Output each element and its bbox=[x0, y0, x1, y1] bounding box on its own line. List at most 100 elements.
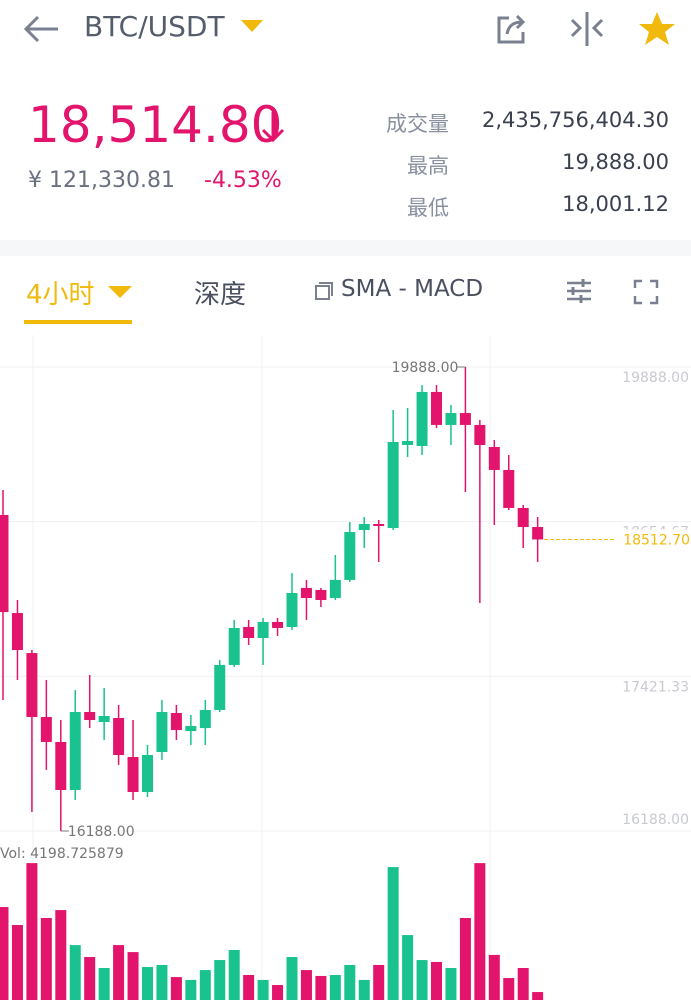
pair-dropdown[interactable] bbox=[241, 20, 263, 34]
candle-body bbox=[300, 587, 312, 598]
candle-body bbox=[214, 664, 226, 710]
share-button[interactable] bbox=[495, 12, 529, 46]
interval-dropdown[interactable] bbox=[108, 286, 132, 300]
volume-bar bbox=[272, 985, 284, 1000]
candle-body bbox=[142, 755, 153, 792]
settings-button[interactable] bbox=[565, 277, 593, 305]
candle-body bbox=[199, 709, 211, 729]
volume-bar bbox=[170, 977, 182, 1000]
candle-body bbox=[344, 532, 356, 580]
volume-bar bbox=[315, 975, 327, 1000]
volume-bar bbox=[445, 968, 457, 1000]
candle-body bbox=[431, 391, 442, 425]
stat-value: 2,435,756,404.30 bbox=[481, 108, 669, 132]
stat-row: 最高 19,888.00 bbox=[369, 150, 669, 192]
volume-bar bbox=[69, 945, 81, 1000]
candle-body bbox=[55, 741, 67, 790]
candle-body bbox=[69, 711, 81, 790]
depth-tab[interactable]: 深度 bbox=[194, 280, 247, 310]
candle-body bbox=[113, 718, 125, 756]
candle-body bbox=[474, 424, 486, 446]
fullscreen-button[interactable] bbox=[633, 279, 659, 305]
candle-body bbox=[503, 469, 515, 508]
candle-body bbox=[26, 653, 38, 718]
candle-body bbox=[228, 627, 240, 665]
last-price-bg bbox=[615, 529, 691, 550]
volume-bar bbox=[488, 954, 500, 1000]
volume-bar bbox=[55, 910, 67, 1000]
stat-row: 成交量 2,435,756,404.30 bbox=[369, 108, 669, 150]
pair-title[interactable]: BTC/USDT bbox=[84, 10, 225, 43]
stat-label: 最高 bbox=[407, 154, 449, 178]
volume-label: Vol: 4198.725879 bbox=[0, 846, 124, 862]
candle-body bbox=[272, 621, 284, 628]
y-tick-label: 19888.00 bbox=[622, 370, 689, 386]
volume-bar bbox=[142, 967, 153, 1000]
change-percent: -4.53% bbox=[204, 168, 282, 193]
candle-body bbox=[286, 592, 298, 627]
candle-body bbox=[98, 716, 110, 723]
compare-button[interactable] bbox=[568, 10, 606, 48]
candle-body bbox=[40, 717, 52, 742]
candle-body bbox=[488, 447, 500, 470]
volume-bar bbox=[243, 975, 255, 1000]
volume-bar bbox=[387, 867, 399, 1000]
last-price: 18,514.80 bbox=[28, 96, 283, 154]
interval-tab[interactable]: 4小时 bbox=[26, 280, 95, 310]
volume-bar bbox=[286, 957, 298, 1000]
volume-bar bbox=[416, 960, 428, 1000]
volume-bar bbox=[0, 907, 9, 1000]
volume-bar bbox=[373, 964, 385, 1000]
candle-body bbox=[156, 711, 168, 752]
candle-body bbox=[402, 440, 414, 446]
candle-body bbox=[416, 391, 428, 447]
stats: 成交量 2,435,756,404.30 最高 19,888.00 最低 18,001.1… bbox=[369, 108, 669, 234]
candle-body bbox=[257, 621, 269, 639]
volume-bar bbox=[228, 950, 240, 1000]
candle-body bbox=[315, 589, 327, 601]
volume-bar bbox=[532, 992, 544, 1000]
volume-bar bbox=[156, 964, 168, 1000]
candle-body bbox=[387, 441, 399, 529]
volume-bar bbox=[214, 960, 226, 1000]
volume-bar bbox=[329, 975, 341, 1000]
volume-bar bbox=[517, 968, 529, 1000]
volume-bar bbox=[402, 935, 414, 1000]
volume-bar bbox=[358, 979, 370, 1000]
volume-bar bbox=[503, 978, 515, 1000]
candle-body bbox=[373, 524, 385, 527]
cny-price: ¥ 121,330.81 bbox=[28, 168, 175, 193]
volume-bar bbox=[84, 957, 96, 1000]
back-button[interactable] bbox=[20, 12, 64, 46]
candle-body bbox=[358, 524, 370, 531]
candle-body bbox=[11, 613, 23, 651]
candle-body bbox=[170, 712, 182, 731]
candle-body bbox=[329, 579, 341, 598]
favorite-button[interactable] bbox=[638, 10, 676, 48]
high-marker-label: 19888.00 bbox=[392, 360, 459, 376]
volume-bar bbox=[98, 968, 110, 1000]
y-tick-label: 16188.00 bbox=[622, 812, 689, 828]
candle-body bbox=[185, 726, 197, 732]
volume-bar bbox=[300, 970, 312, 1000]
candle-body bbox=[532, 527, 544, 540]
divider bbox=[0, 240, 691, 256]
y-tick-label: 17421.33 bbox=[622, 679, 689, 695]
volume-bar bbox=[26, 863, 38, 1000]
volume-bar bbox=[185, 979, 197, 1000]
candle-body bbox=[459, 413, 471, 425]
candle-body bbox=[0, 514, 9, 613]
volume-bar bbox=[11, 925, 23, 1000]
indicator-icon bbox=[315, 282, 333, 300]
volume-bar bbox=[459, 918, 471, 1000]
stat-row: 最低 18,001.12 bbox=[369, 192, 669, 234]
indicator-tab[interactable]: SMA - MACD bbox=[341, 276, 484, 302]
volume-bar bbox=[344, 964, 356, 1000]
volume-bar bbox=[199, 970, 211, 1000]
candle-body bbox=[127, 757, 139, 792]
tab-underline bbox=[24, 320, 132, 324]
down-arrow bbox=[261, 112, 285, 143]
volume-bar bbox=[40, 918, 52, 1000]
